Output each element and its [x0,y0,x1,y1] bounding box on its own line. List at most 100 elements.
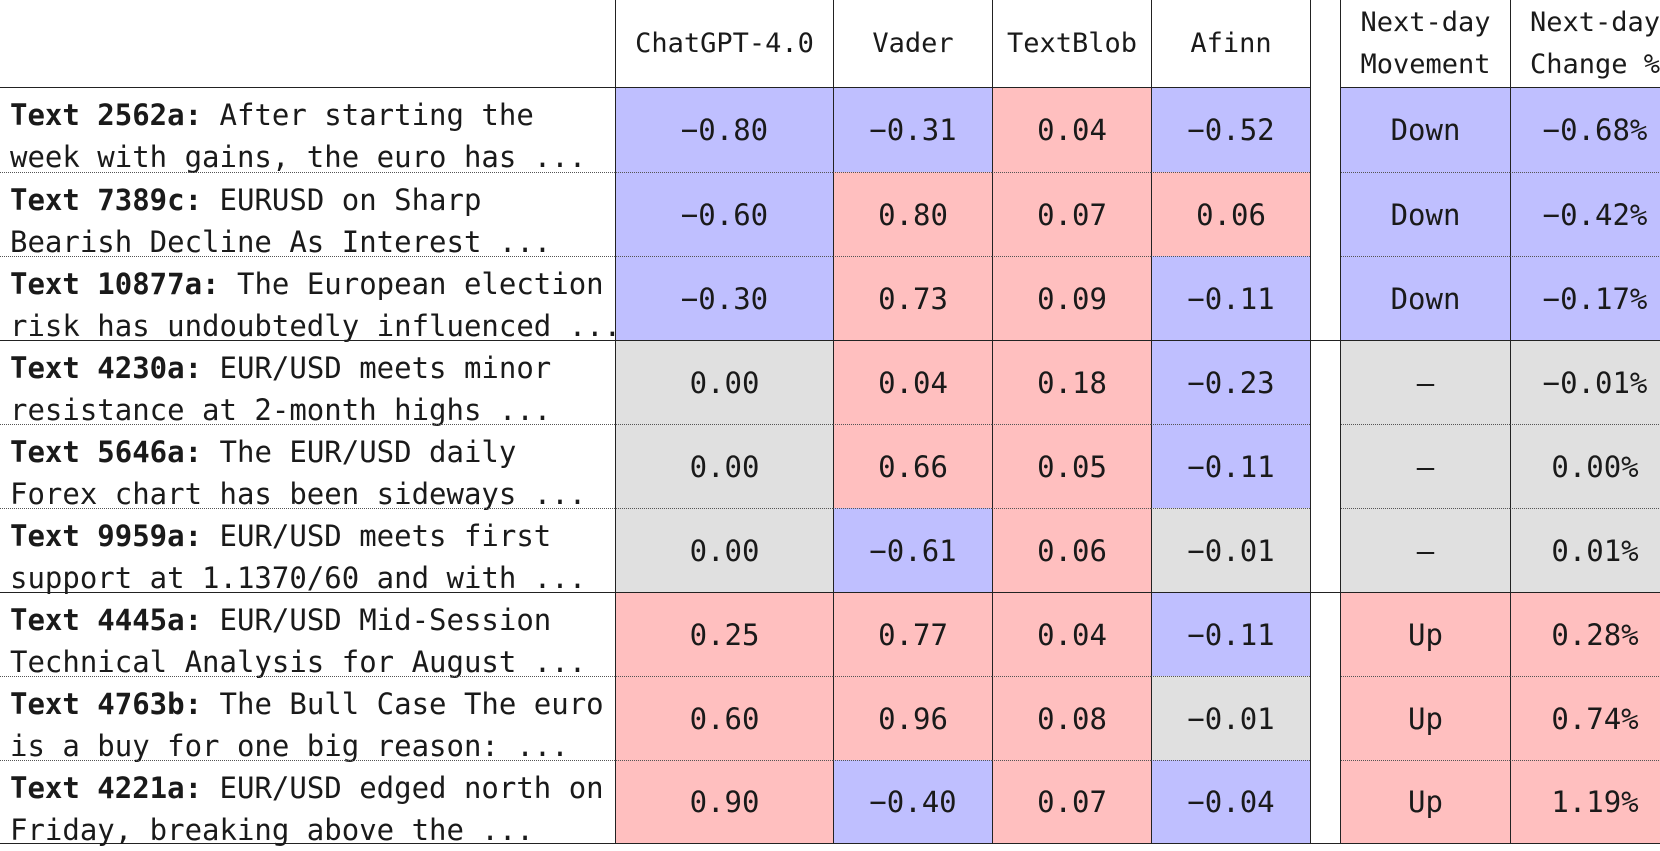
next-day-change: 0.74% [1510,676,1660,760]
score-chatgpt: 0.00 [615,424,833,508]
text-id: Text 5646a: [10,435,203,469]
movement-value: Down [1390,281,1461,316]
movement-value: Up [1408,785,1443,819]
column-gap [1310,256,1341,340]
next-day-movement: Down [1341,172,1510,256]
score-vader-value: −0.40 [869,785,957,819]
score-chatgpt-value: −0.80 [680,113,769,147]
header-textblob: TextBlob [992,0,1151,88]
text-snippet-line2: resistance at 2-month highs ... [10,393,552,427]
score-textblob: 0.07 [992,760,1151,844]
score-afinn-value: −0.01 [1187,701,1275,736]
score-vader: −0.40 [833,760,992,844]
score-textblob: 0.09 [992,256,1151,340]
score-chatgpt: 0.00 [615,508,833,592]
column-gap [1310,676,1341,760]
text-id: Text 2562a: [10,98,203,132]
score-textblob: 0.06 [992,508,1151,592]
score-chatgpt-value: 0.60 [689,701,760,736]
score-chatgpt-value: 0.00 [689,365,760,400]
score-chatgpt-value: 0.00 [689,533,760,568]
score-afinn-value: −0.23 [1187,365,1275,400]
header-vader-label: Vader [872,27,954,59]
score-textblob: 0.08 [992,676,1151,760]
next-day-movement: Down [1341,256,1510,340]
table-row-text: Text 7389c: EURUSD on Sharp Bearish Decli… [0,172,615,259]
text-id: Text 7389c: [10,183,203,217]
score-afinn: −0.23 [1151,340,1310,424]
next-day-movement: – [1341,508,1510,592]
score-afinn-value: −0.11 [1187,449,1275,484]
text-id: Text 4445a: [10,603,203,637]
table-row-text: Text 4221a: EUR/USD edged north on Friday… [0,760,615,847]
score-afinn-value: −0.01 [1187,533,1275,568]
score-chatgpt-value: −0.30 [680,281,769,316]
text-snippet-line1: The EUR/USD daily [219,435,517,469]
change-value: 1.19% [1551,785,1639,819]
score-textblob: 0.04 [992,88,1151,172]
score-vader-value: 0.77 [878,617,948,652]
table-row-text: Text 4445a: EUR/USD Mid-Session Technical… [0,592,615,679]
header-change-line1: Next-day [1529,6,1660,38]
score-afinn: −0.11 [1151,592,1310,676]
score-vader-value: −0.61 [869,533,957,568]
header-chatgpt: ChatGPT-4.0 [615,0,833,88]
next-day-movement: – [1341,424,1510,508]
column-gap [1310,172,1341,256]
score-vader: 0.80 [833,172,992,256]
table-row-text: Text 4230a: EUR/USD meets minor resistanc… [0,340,615,427]
text-snippet-line2: week with gains, the euro has ... [10,140,587,174]
text-snippet-line2: is a buy for one big reason: ... [10,729,569,763]
text-snippet-line1: The European election [236,267,604,301]
score-vader: 0.77 [833,592,992,676]
score-textblob-value: 0.04 [1037,113,1107,147]
score-chatgpt: 0.90 [615,760,833,844]
score-vader: 0.96 [833,676,992,760]
table-row-text: Text 2562a: After starting the week with … [0,88,615,174]
score-textblob: 0.18 [992,340,1151,424]
column-gap [1310,508,1341,592]
next-day-movement: Up [1341,592,1510,676]
next-day-movement: Up [1341,676,1510,760]
score-textblob-value: 0.07 [1037,785,1107,819]
change-value: 0.00% [1551,449,1639,484]
change-value: 0.01% [1551,533,1639,568]
column-gap [1310,592,1341,676]
next-day-change: −0.17% [1510,256,1660,340]
score-vader-value: −0.31 [869,113,957,147]
movement-value: – [1416,449,1435,484]
text-snippet-line1: EUR/USD edged north on [219,771,604,805]
score-textblob: 0.05 [992,424,1151,508]
score-chatgpt: 0.60 [615,676,833,760]
text-snippet-line2: risk has undoubtedly influenced ... [10,309,622,343]
table-row-text: Text 10877a: The European election risk h… [0,256,621,343]
header-chatgpt-label: ChatGPT-4.0 [635,27,814,59]
score-vader-value: 0.66 [878,449,948,484]
header-movement-line1: Next-day [1360,6,1491,38]
score-chatgpt: −0.30 [615,256,833,340]
header-change-line2: Change % [1529,48,1660,80]
score-afinn: −0.01 [1151,676,1310,760]
next-day-movement: – [1341,340,1510,424]
next-day-change: 1.19% [1510,760,1660,844]
table-row-text: Text 4763b: The Bull Case The euro is a b… [0,676,615,763]
score-textblob: 0.04 [992,592,1151,676]
score-afinn: −0.11 [1151,256,1310,340]
text-snippet-line2: Friday, breaking above the ... [10,813,534,847]
change-value: −0.68% [1542,113,1648,147]
next-day-change: −0.68% [1510,88,1660,172]
text-snippet-line1: EUR/USD Mid-Session [219,603,552,637]
score-vader: 0.73 [833,256,992,340]
header-afinn: Afinn [1151,0,1310,88]
next-day-change: −0.42% [1510,172,1660,256]
column-gap [1310,0,1341,88]
score-vader-value: 0.73 [878,281,948,316]
score-vader: 0.66 [833,424,992,508]
score-afinn: −0.52 [1151,88,1310,172]
table-row-text: Text 5646a: The EUR/USD daily Forex chart… [0,424,615,511]
table-row-text: Text 9959a: EUR/USD meets first support a… [0,508,615,595]
text-snippet-line2: Technical Analysis for August ... [10,645,587,679]
score-textblob-value: 0.05 [1037,449,1107,484]
